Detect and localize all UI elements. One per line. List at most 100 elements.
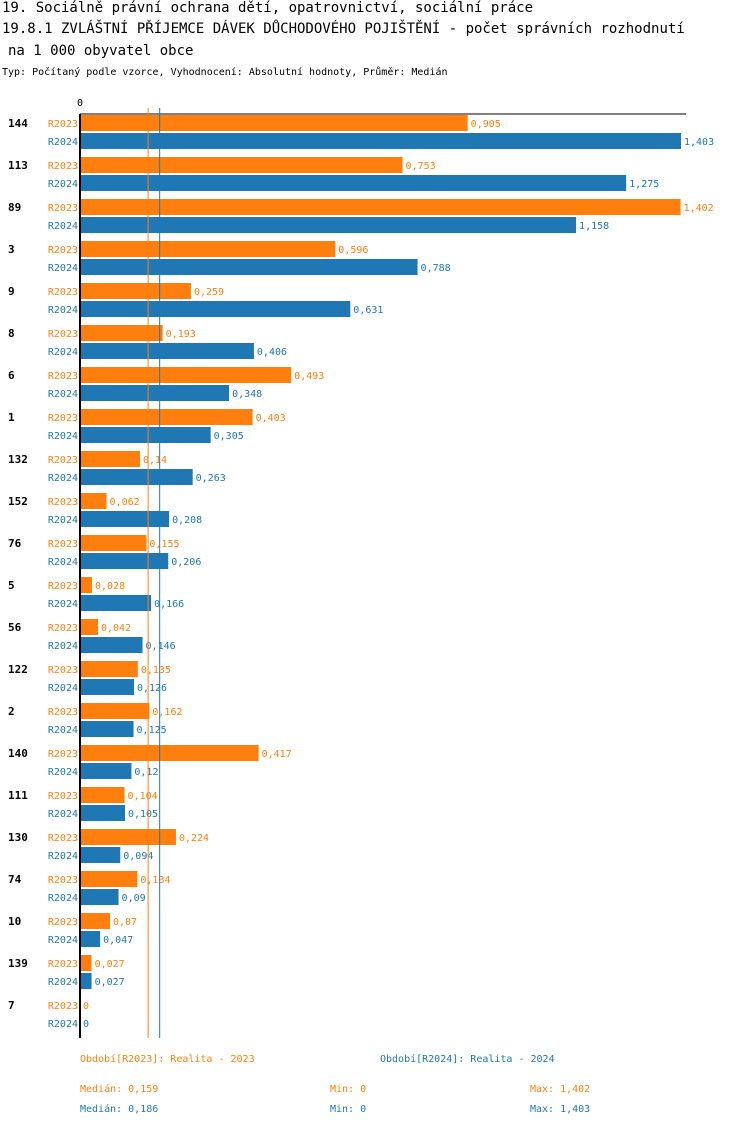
median-r2024: Medián: 0,186 bbox=[80, 1104, 159, 1115]
bar-r2024 bbox=[80, 889, 119, 905]
series-label-r2024: R2024 bbox=[48, 473, 78, 484]
category-label: 7 bbox=[8, 999, 15, 1012]
min-r2024: Min: 0 bbox=[330, 1104, 367, 1115]
bar-r2024 bbox=[80, 511, 170, 527]
data-label-r2023: 0,193 bbox=[166, 329, 196, 340]
bar-r2024 bbox=[80, 637, 143, 653]
series-label-r2023: R2023 bbox=[48, 791, 78, 802]
series-label-r2023: R2023 bbox=[48, 875, 78, 886]
bar-r2024 bbox=[80, 553, 169, 569]
data-label-r2024: 0,126 bbox=[137, 683, 167, 694]
data-label-r2023: 0,224 bbox=[179, 833, 209, 844]
bar-r2023 bbox=[80, 199, 681, 215]
data-label-r2024: 0,027 bbox=[95, 977, 125, 988]
category-label: 111 bbox=[8, 789, 28, 802]
bar-r2023 bbox=[80, 703, 150, 719]
data-label-r2024: 0,206 bbox=[171, 557, 201, 568]
category-label: 1 bbox=[8, 411, 15, 424]
x-tick-label: 0 bbox=[77, 98, 83, 109]
category-label: 144 bbox=[8, 117, 28, 130]
series-label-r2023: R2023 bbox=[48, 749, 78, 760]
data-label-r2023: 0,259 bbox=[194, 287, 224, 298]
legend-r2024: Období[R2024]: Realita - 2024 bbox=[380, 1054, 555, 1065]
series-label-r2023: R2023 bbox=[48, 245, 78, 256]
series-label-r2023: R2023 bbox=[48, 497, 78, 508]
series-label-r2024: R2024 bbox=[48, 977, 78, 988]
bar-r2023 bbox=[80, 493, 107, 509]
data-label-r2024: 1,275 bbox=[629, 179, 659, 190]
data-label-r2023: 0,14 bbox=[143, 455, 167, 466]
bar-r2024 bbox=[80, 763, 132, 779]
bar-r2023 bbox=[80, 283, 191, 299]
series-label-r2023: R2023 bbox=[48, 329, 78, 340]
bar-r2024 bbox=[80, 175, 627, 191]
bar-r2023 bbox=[80, 871, 138, 887]
series-label-r2023: R2023 bbox=[48, 1001, 78, 1012]
data-label-r2024: 0,166 bbox=[154, 599, 184, 610]
bar-r2024 bbox=[80, 805, 125, 821]
series-label-r2023: R2023 bbox=[48, 917, 78, 928]
chart-title-line2: 19.8.1 ZVLÁŠTNÍ PŘÍJEMCE DÁVEK DŮCHODOVÉ… bbox=[2, 21, 685, 37]
bar-r2023 bbox=[80, 619, 98, 635]
category-label: 2 bbox=[8, 705, 15, 718]
bar-r2023 bbox=[80, 913, 110, 929]
series-label-r2023: R2023 bbox=[48, 119, 78, 130]
data-label-r2023: 0,062 bbox=[110, 497, 140, 508]
series-label-r2023: R2023 bbox=[48, 287, 78, 298]
series-label-r2024: R2024 bbox=[48, 515, 78, 526]
series-label-r2023: R2023 bbox=[48, 665, 78, 676]
category-label: 113 bbox=[8, 159, 28, 172]
chart-title-line3: na 1 000 obyvatel obce bbox=[8, 43, 194, 59]
data-label-r2024: 0,105 bbox=[128, 809, 158, 820]
data-label-r2023: 0,135 bbox=[141, 665, 171, 676]
data-label-r2024: 0,305 bbox=[214, 431, 244, 442]
data-label-r2023: 0,162 bbox=[152, 707, 182, 718]
bar-r2023 bbox=[80, 577, 92, 593]
series-label-r2024: R2024 bbox=[48, 599, 78, 610]
data-label-r2024: 0,788 bbox=[421, 263, 451, 274]
series-label-r2023: R2023 bbox=[48, 413, 78, 424]
chart-subtitle: Typ: Počítaný podle vzorce, Vyhodnocení:… bbox=[2, 67, 448, 78]
data-label-r2023: 0,134 bbox=[140, 875, 170, 886]
bar-r2024 bbox=[80, 721, 134, 737]
bar-r2024 bbox=[80, 469, 193, 485]
chart-title-line1: 19. Sociálně právní ochrana dětí, opatro… bbox=[2, 0, 534, 16]
series-label-r2024: R2024 bbox=[48, 641, 78, 652]
bar-r2024 bbox=[80, 679, 134, 695]
category-label: 6 bbox=[8, 369, 15, 382]
series-label-r2024: R2024 bbox=[48, 389, 78, 400]
bar-r2024 bbox=[80, 301, 351, 317]
category-label: 132 bbox=[8, 453, 28, 466]
data-label-r2023: 0,104 bbox=[128, 791, 158, 802]
category-label: 74 bbox=[8, 873, 22, 886]
max-r2024: Max: 1,403 bbox=[530, 1104, 591, 1115]
series-label-r2023: R2023 bbox=[48, 371, 78, 382]
bar-r2023 bbox=[80, 787, 125, 803]
bar-r2024 bbox=[80, 847, 121, 863]
category-label: 140 bbox=[8, 747, 28, 760]
series-label-r2024: R2024 bbox=[48, 263, 78, 274]
bar-r2023 bbox=[80, 325, 163, 341]
series-label-r2023: R2023 bbox=[48, 833, 78, 844]
series-label-r2023: R2023 bbox=[48, 203, 78, 214]
legend-r2023: Období[R2023]: Realita - 2023 bbox=[80, 1054, 255, 1065]
data-label-r2023: 0,155 bbox=[149, 539, 179, 550]
bar-r2024 bbox=[80, 973, 92, 989]
bar-r2024 bbox=[80, 595, 152, 611]
series-label-r2024: R2024 bbox=[48, 1019, 78, 1030]
data-label-r2023: 0,028 bbox=[95, 581, 125, 592]
data-label-r2024: 0,263 bbox=[196, 473, 226, 484]
category-label: 76 bbox=[8, 537, 22, 550]
category-label: 152 bbox=[8, 495, 28, 508]
series-label-r2024: R2024 bbox=[48, 767, 78, 778]
category-label: 122 bbox=[8, 663, 28, 676]
data-label-r2023: 0,027 bbox=[95, 959, 125, 970]
min-r2023: Min: 0 bbox=[330, 1084, 367, 1095]
series-label-r2024: R2024 bbox=[48, 935, 78, 946]
bar-r2024 bbox=[80, 217, 577, 233]
series-label-r2023: R2023 bbox=[48, 707, 78, 718]
bar-r2023 bbox=[80, 535, 147, 551]
data-label-r2024: 0,12 bbox=[134, 767, 158, 778]
series-label-r2023: R2023 bbox=[48, 623, 78, 634]
